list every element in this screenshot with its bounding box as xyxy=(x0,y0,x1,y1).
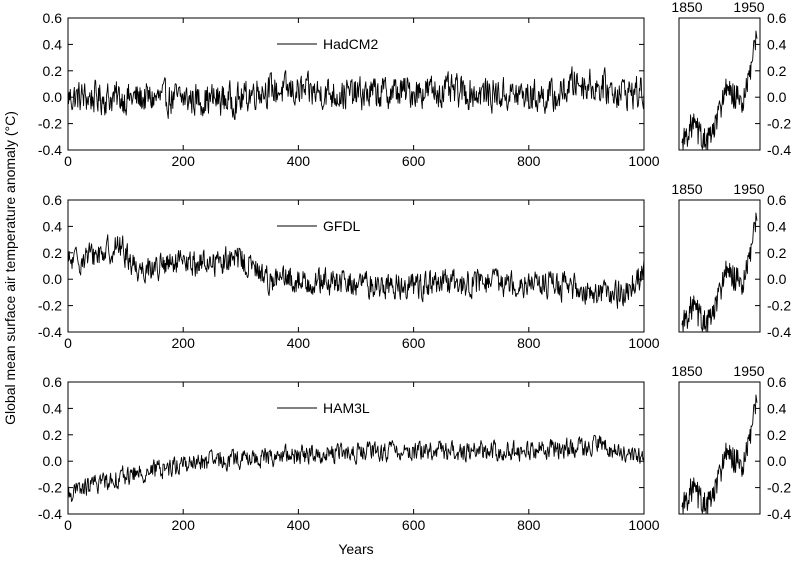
legend: HAM3L xyxy=(273,399,393,419)
inset-y-tick-label: 0.4 xyxy=(767,36,787,52)
y-tick-label: -0.2 xyxy=(38,480,62,496)
x-tick-label: 800 xyxy=(517,153,541,169)
observed-series-line xyxy=(681,394,758,514)
observed-series-line xyxy=(681,30,758,150)
x-tick-label: 1000 xyxy=(628,153,659,169)
y-tick-label: 0.2 xyxy=(43,63,63,79)
x-tick-label: 600 xyxy=(402,153,426,169)
main-plot-frame xyxy=(67,199,645,333)
x-tick-label: 400 xyxy=(287,517,311,533)
inset-y-tick-label: -0.4 xyxy=(767,142,791,158)
panel-ham3l: 0.60.40.20.0-0.2-0.40 200 400 600 800 1000HAM… xyxy=(38,363,791,533)
inset-y-tick-label: 0.2 xyxy=(767,245,787,261)
y-tick-label: 0.2 xyxy=(43,245,63,261)
x-tick-label: 800 xyxy=(517,335,541,351)
y-tick-label: 0.4 xyxy=(43,36,63,52)
y-tick-label: 0.4 xyxy=(43,218,63,234)
inset-year-label: 1850 xyxy=(671,363,702,379)
inset-y-tick-label: -0.2 xyxy=(767,298,791,314)
main-plot-frame xyxy=(67,17,645,151)
inset-y-tick-label: 0.0 xyxy=(767,271,787,287)
y-tick-label: 0.0 xyxy=(43,89,63,105)
inset-year-label: 1850 xyxy=(671,0,702,15)
inset-y-tick-label: -0.2 xyxy=(767,116,791,132)
inset-y-tick-label: 0.4 xyxy=(767,400,787,416)
inset-plot-frame xyxy=(678,381,761,515)
y-tick-label: 0.0 xyxy=(43,453,63,469)
x-tick-label: 800 xyxy=(517,517,541,533)
series-line-hadcm2 xyxy=(67,66,645,120)
inset-y-tick-label: 0.2 xyxy=(767,427,787,443)
legend-label: HAM3L xyxy=(323,400,370,416)
y-tick-label: 0.2 xyxy=(43,427,63,443)
inset-y-tick-label: -0.4 xyxy=(767,506,791,522)
legend-background xyxy=(273,217,393,237)
inset-y-tick-label: -0.4 xyxy=(767,324,791,340)
inset-y-tick-label: 0.6 xyxy=(767,10,787,26)
y-axis-title: Global mean surface air temperature anom… xyxy=(2,111,18,425)
inset-y-tick-label: 0.6 xyxy=(767,192,787,208)
legend-label: HadCM2 xyxy=(323,36,378,52)
observed-series-line xyxy=(681,212,758,332)
y-tick-label: 0.6 xyxy=(43,374,63,390)
legend: GFDL xyxy=(273,217,393,237)
main-plot-frame xyxy=(67,381,645,515)
x-tick-label: 200 xyxy=(172,335,196,351)
inset-year-label: 1950 xyxy=(733,0,764,15)
x-tick-label: 200 xyxy=(172,153,196,169)
y-tick-label: 0.6 xyxy=(43,192,63,208)
y-tick-label: -0.2 xyxy=(38,116,62,132)
inset-plot-frame xyxy=(678,17,761,151)
inset-y-tick-label: 0.6 xyxy=(767,374,787,390)
series-line-ham3l xyxy=(67,434,645,502)
legend-background xyxy=(273,35,393,55)
inset-year-label: 1950 xyxy=(733,181,764,197)
x-tick-label: 600 xyxy=(402,517,426,533)
inset-year-label: 1850 xyxy=(671,181,702,197)
y-tick-label: 0.0 xyxy=(43,271,63,287)
inset-y-tick-label: 0.0 xyxy=(767,453,787,469)
x-tick-label: 0 xyxy=(64,153,72,169)
series-line-gfdl xyxy=(67,234,645,309)
y-tick-label: -0.4 xyxy=(38,142,62,158)
inset-y-tick-label: 0.4 xyxy=(767,218,787,234)
x-tick-label: 200 xyxy=(172,517,196,533)
legend-background xyxy=(273,399,393,419)
x-tick-label: 400 xyxy=(287,335,311,351)
inset-y-tick-label: -0.2 xyxy=(767,480,791,496)
panel-gfdl: 0.60.40.20.0-0.2-0.40 200 400 600 800 1000GFD… xyxy=(38,181,791,351)
panel-hadcm2: 0.60.40.20.0-0.2-0.40 200 400 600 800 1000Had… xyxy=(38,0,791,169)
x-tick-label: 400 xyxy=(287,153,311,169)
y-tick-label: -0.4 xyxy=(38,324,62,340)
x-tick-label: 600 xyxy=(402,335,426,351)
inset-y-tick-label: 0.2 xyxy=(767,63,787,79)
y-tick-label: 0.6 xyxy=(43,10,63,26)
inset-y-tick-label: 0.0 xyxy=(767,89,787,105)
x-tick-label: 1000 xyxy=(628,335,659,351)
inset-plot-frame xyxy=(678,199,761,333)
y-tick-label: -0.4 xyxy=(38,506,62,522)
x-tick-label: 0 xyxy=(64,517,72,533)
x-tick-label: 1000 xyxy=(628,517,659,533)
x-tick-label: 0 xyxy=(64,335,72,351)
inset-year-label: 1950 xyxy=(733,363,764,379)
y-tick-label: -0.2 xyxy=(38,298,62,314)
legend-label: GFDL xyxy=(323,218,361,234)
y-tick-label: 0.4 xyxy=(43,400,63,416)
legend: HadCM2 xyxy=(273,35,393,55)
x-axis-title: Years xyxy=(338,541,373,557)
